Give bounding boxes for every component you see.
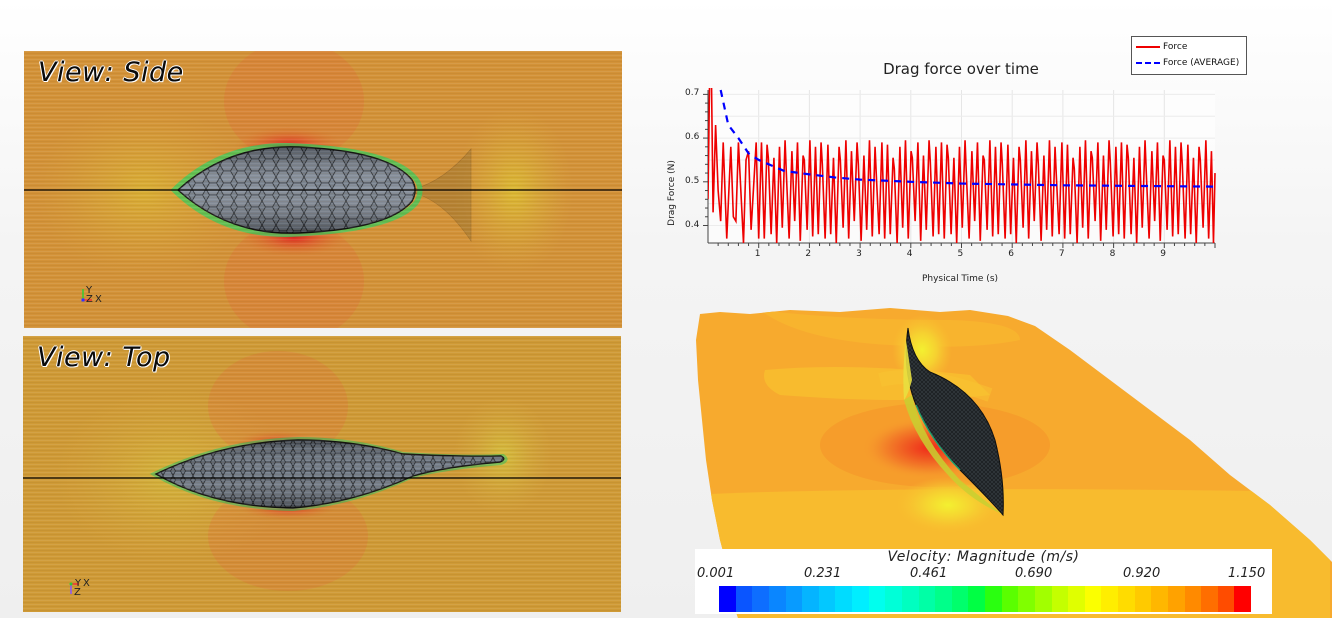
y-tick-label: 0.7	[685, 88, 700, 99]
legend-item-force-average: Force (AVERAGE)	[1136, 56, 1239, 70]
colorbar-band	[852, 586, 869, 612]
colorbar-band	[951, 586, 969, 612]
triad-z-label: Z	[74, 587, 81, 598]
triad-x-label: X	[83, 578, 90, 589]
x-tick-label: 5	[957, 249, 964, 259]
colorbar-band	[1184, 586, 1202, 612]
colorbar-band	[1217, 586, 1235, 612]
colorbar-band	[1001, 586, 1019, 612]
x-tick-label: 8	[1109, 249, 1116, 259]
colorbar-band	[885, 586, 902, 612]
colorbar-band	[1068, 586, 1085, 612]
triad-z-label: Z	[86, 294, 93, 305]
colorbar-band	[1034, 586, 1052, 612]
colorbar-band	[1018, 586, 1035, 612]
triad-y-label: Y	[75, 578, 82, 589]
top-axes-triad-icon: Y X Z	[69, 578, 99, 602]
chart-x-axis-label: Physical Time (s)	[921, 274, 999, 284]
top-view-title: View: Top	[37, 342, 171, 373]
legend-label: Force	[1163, 42, 1188, 52]
colorbar-band	[901, 586, 919, 612]
colorbar-gradient	[719, 586, 1251, 612]
colorbar-band	[985, 586, 1002, 612]
colorbar-band	[1134, 586, 1152, 612]
top-view-render	[23, 336, 621, 612]
colorbar-band	[1234, 586, 1251, 612]
colorbar-tick: 0.461	[910, 566, 948, 581]
colorbar-tick: 0.690	[1015, 566, 1053, 581]
side-view-render	[24, 51, 622, 328]
colorbar-band	[752, 586, 769, 612]
colorbar-ticks: 0.001 0.231 0.461 0.690 0.920 1.150	[695, 566, 1272, 582]
colorbar-band	[818, 586, 836, 612]
x-tick-label: 2	[805, 249, 812, 259]
top-view-panel[interactable]: View: Top Y X Z	[23, 336, 621, 612]
x-tick-label: 6	[1008, 249, 1014, 259]
colorbar-band	[1167, 586, 1185, 612]
colorbar-band	[719, 586, 736, 612]
drag-force-chart[interactable]: Drag force over time Drag Force (N) Phys…	[660, 30, 1260, 290]
colorbar-tick: 0.920	[1123, 566, 1161, 581]
side-view-panel[interactable]: View: Side Y Z X	[24, 51, 622, 328]
force-series-line	[708, 88, 1216, 243]
x-tick-label: 7	[1058, 249, 1065, 259]
triad-y-label: Y	[86, 285, 93, 296]
x-tick-label: 3	[856, 249, 862, 259]
colorbar-band	[835, 586, 852, 612]
colorbar-band	[918, 586, 936, 612]
colorbar-tick: 1.150	[1228, 566, 1266, 581]
colorbar-band	[1051, 586, 1069, 612]
colorbar-band	[1118, 586, 1135, 612]
colorbar-band	[1084, 586, 1102, 612]
colorbar-tick: 0.231	[804, 566, 842, 581]
side-axes-triad-icon: Y Z X	[80, 285, 110, 307]
dashed-line-swatch-icon	[1136, 62, 1160, 64]
y-tick-label: 0.4	[685, 219, 700, 230]
velocity-colorbar: Velocity: Magnitude (m/s) 0.001 0.231 0.…	[695, 549, 1272, 614]
x-tick-label: 9	[1160, 249, 1167, 259]
x-tick-label: 1	[754, 249, 761, 259]
colorbar-band	[802, 586, 819, 612]
force-average-series-line	[719, 89, 1216, 188]
solid-line-swatch-icon	[1136, 46, 1160, 48]
colorbar-band	[968, 586, 985, 612]
colorbar-band	[1151, 586, 1168, 612]
y-tick-label: 0.5	[685, 175, 700, 186]
colorbar-band	[768, 586, 786, 612]
colorbar-title: Velocity: Magnitude (m/s)	[887, 549, 1080, 565]
colorbar-band	[868, 586, 886, 612]
colorbar-band	[1201, 586, 1218, 612]
colorbar-band	[735, 586, 753, 612]
chart-plot-area	[703, 88, 1216, 248]
colorbar-band	[1101, 586, 1118, 612]
colorbar-band	[935, 586, 952, 612]
legend-item-force: Force	[1136, 40, 1187, 54]
chart-title: Drag force over time	[883, 60, 1039, 78]
side-view-title: View: Side	[38, 57, 184, 88]
colorbar-band	[785, 586, 803, 612]
chart-y-axis-label: Drag Force (N)	[667, 160, 677, 226]
colorbar-tick: 0.001	[697, 566, 735, 581]
triad-x-label: X	[95, 294, 102, 305]
chart-legend: Force Force (AVERAGE)	[1131, 36, 1247, 75]
y-tick-label: 0.6	[685, 132, 700, 143]
x-tick-label: 4	[906, 249, 913, 259]
legend-label: Force (AVERAGE)	[1163, 58, 1240, 68]
